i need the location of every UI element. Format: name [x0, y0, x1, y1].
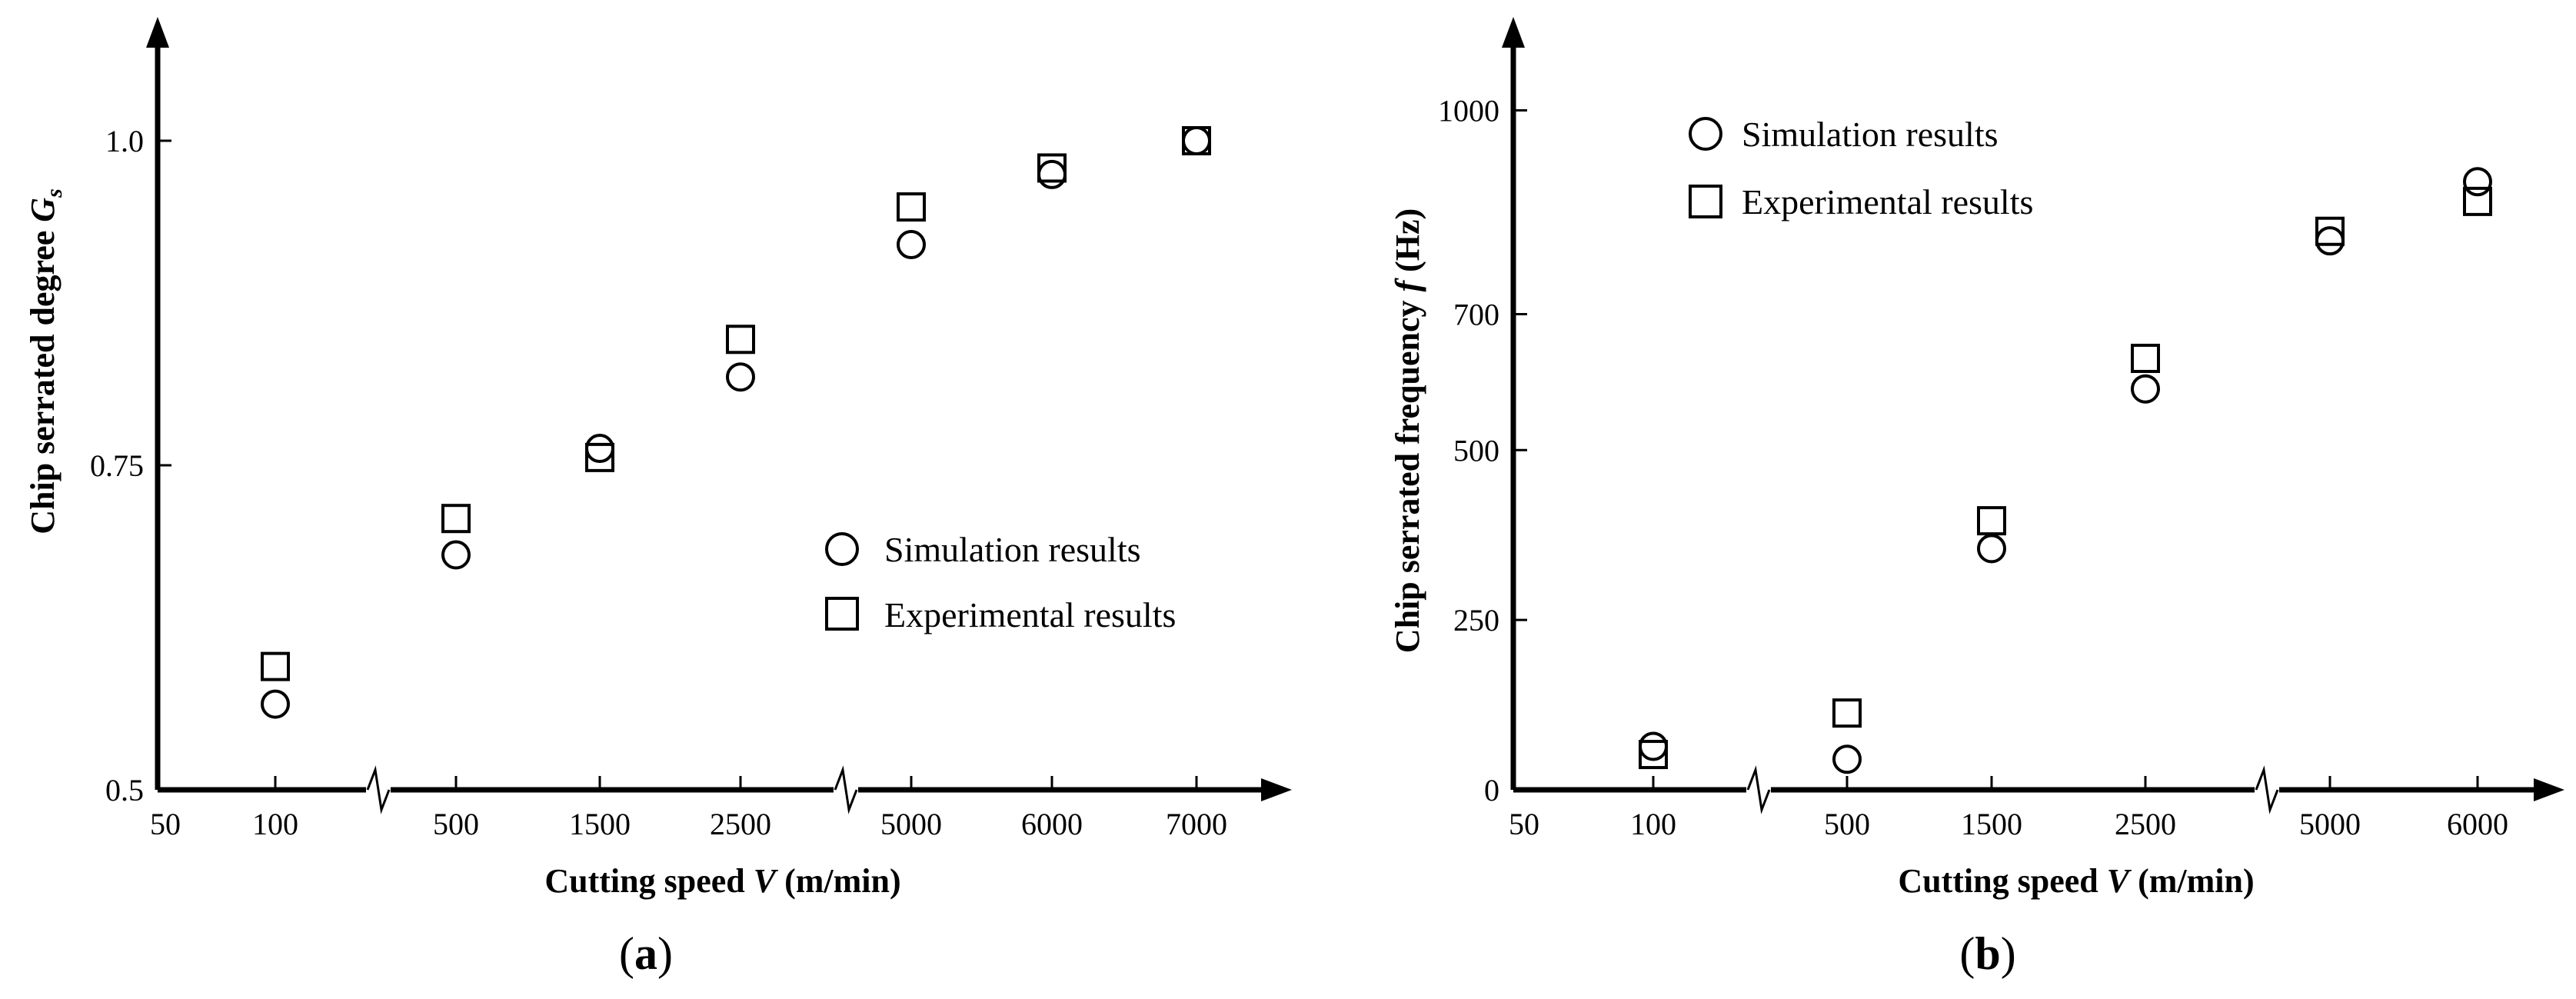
panel-a-exp-point-5000	[897, 192, 926, 222]
panel-b-sim-point-500	[1832, 744, 1862, 774]
panel-a-exp-point-2500	[726, 325, 755, 355]
panel-a-x-tick-label-1500: 1500	[569, 807, 631, 841]
panel-b-legend-experimental: Experimental results	[1742, 182, 2033, 221]
panel-a-exp-point-6000	[1037, 153, 1067, 183]
panel-b-legend-simulation: Simulation results	[1742, 115, 1999, 154]
panel-a-axis-break-2	[834, 765, 858, 814]
panel-b-x-tick-label-6000: 6000	[2447, 807, 2508, 841]
panel-a-label: (a)	[619, 928, 673, 979]
panel-b-x-axis-arrow	[2534, 778, 2564, 801]
panel-b-axis-break-1	[1746, 765, 1771, 814]
panel-b-label: (b)	[1959, 928, 2015, 979]
panel-b-x-tick-label-1500: 1500	[1961, 807, 2022, 841]
panel-a-sim-point-100	[261, 689, 290, 719]
panel-a-exp-point-100	[261, 651, 290, 681]
panel-a-axis-break-1	[366, 765, 391, 814]
panel-b-x-tick-label-100: 100	[1630, 807, 1676, 841]
panel-b-x-tick-label-5000: 5000	[2299, 807, 2361, 841]
panel-a-exp-point-7000	[1182, 126, 1211, 155]
panel-a-legend-experimental: Experimental results	[884, 595, 1176, 634]
panel-b-exp-point-500	[1832, 698, 1862, 728]
panel-b-y-axis-label: Chip serrated frequency f (Hz)	[1389, 208, 1426, 653]
panel-a-chart: 0.50.751.0 50 100 500 1500 2500 5000 6000 7000 …	[24, 17, 1292, 979]
panel-a-x-tick-label-7000: 7000	[1166, 807, 1227, 841]
panel-a-legend-simulation: Simulation results	[884, 530, 1141, 569]
panel-a-x-tick-label-5000: 5000	[880, 807, 942, 841]
panel-a-y-tick-label-0.75: 0.75	[90, 448, 144, 483]
panel-b-legend-circle-icon	[1689, 117, 1722, 151]
panel-b-sim-point-2500	[2131, 374, 2160, 404]
panel-a-legend-square-icon	[825, 597, 859, 631]
panel-b-sim-point-5000	[2315, 226, 2345, 256]
panel-b-legend-square-icon	[1689, 185, 1722, 218]
panel-a-legend: Simulation results Experimental results	[825, 530, 1176, 634]
panel-b-sim-point-1500	[1977, 534, 2006, 564]
panel-a-x-tick-label-500: 500	[433, 807, 479, 841]
panel-b-legend: Simulation results Experimental results	[1689, 115, 2033, 221]
panel-b-axis-break-2	[2255, 765, 2279, 814]
panel-a-y-tick-label-1.0: 1.0	[105, 124, 144, 158]
panel-a-x-axis-arrow	[1261, 778, 1292, 801]
panel-a-sim-point-500	[441, 540, 471, 570]
panel-a-sim-point-7000	[1182, 126, 1211, 155]
panel-a-y-axis-label: Chip serrated degree Gs	[24, 188, 67, 534]
panel-a-x-tick-label-50: 50	[150, 807, 181, 841]
panel-b-y-tick-label-1000: 1000	[1438, 94, 1499, 128]
panel-b-y-axis-arrow	[1502, 17, 1525, 48]
panel-b-x-axis-label: Cutting speed V (m/min)	[1898, 862, 2254, 900]
panel-a-sim-point-6000	[1037, 159, 1067, 189]
panel-b-y-tick-label-250: 250	[1453, 603, 1499, 638]
panel-a-exp-point-500	[441, 504, 471, 534]
panel-a-legend-circle-icon	[825, 532, 859, 566]
panel-b-exp-point-2500	[2131, 343, 2160, 373]
panel-a-sim-point-5000	[897, 230, 926, 260]
panel-b-exp-point-6000	[2463, 186, 2492, 216]
panel-b-x-tick-label-500: 500	[1824, 807, 1870, 841]
panel-a-x-tick-label-2500: 2500	[710, 807, 771, 841]
panel-b-y-tick-label-700: 700	[1453, 298, 1499, 332]
panel-b-sim-point-100	[1639, 731, 1668, 761]
panel-a-y-tick-label-0.5: 0.5	[105, 773, 144, 808]
panel-a-x-tick-label-100: 100	[252, 807, 298, 841]
panel-b-sim-point-6000	[2463, 167, 2492, 197]
panel-b-exp-point-1500	[1977, 506, 2006, 536]
panel-a-exp-point-1500	[585, 442, 614, 472]
panel-b-x-tick-label-50: 50	[1509, 807, 1539, 841]
panel-b-exp-point-5000	[2315, 216, 2345, 246]
panel-b-y-tick-label-500: 500	[1453, 433, 1499, 468]
panel-b-y-tick-label-0: 0	[1484, 773, 1499, 808]
panel-b-exp-point-100	[1639, 740, 1668, 770]
panel-a-y-axis-arrow	[146, 17, 169, 48]
panel-b-x-tick-label-2500: 2500	[2115, 807, 2176, 841]
panel-a-sim-point-1500	[585, 434, 614, 464]
panel-a-x-axis-label: Cutting speed V (m/min)	[544, 862, 900, 900]
panel-a-sim-point-2500	[726, 362, 755, 392]
panel-a-x-tick-label-6000: 6000	[1021, 807, 1083, 841]
